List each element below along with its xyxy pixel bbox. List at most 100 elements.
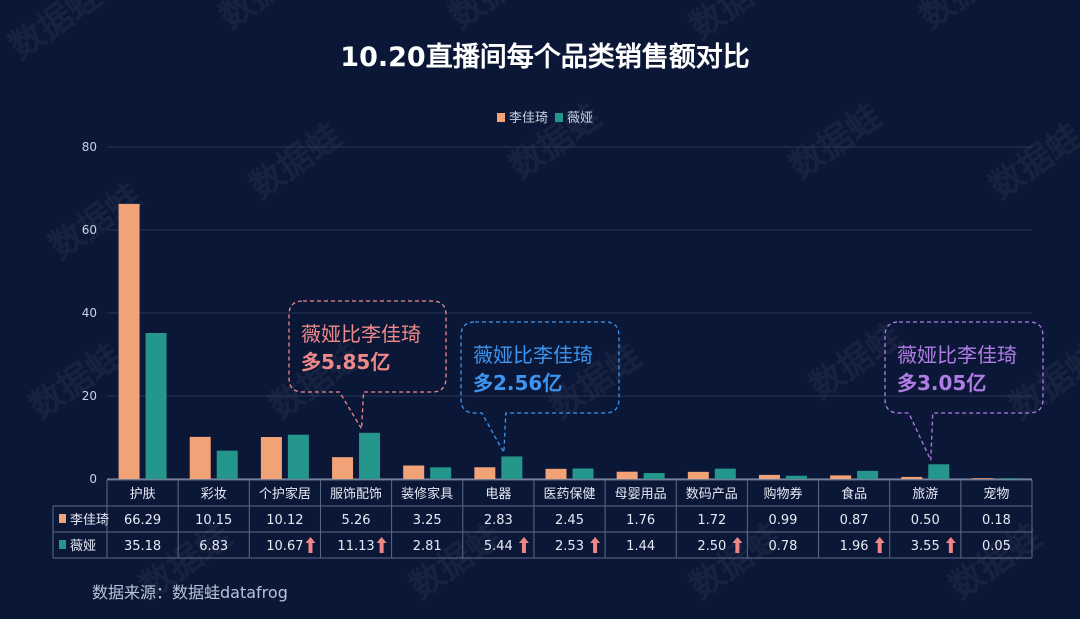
bar-weiya-11: [857, 470, 879, 479]
category-label-8: 母婴用品: [615, 487, 667, 502]
row-swatch-2: [59, 540, 66, 549]
y-tick-label: 20: [82, 389, 97, 403]
up-arrow-icon: [518, 537, 529, 553]
watermark-text: 数据蛙: [402, 516, 508, 607]
bar-lijiaqi-3: [260, 437, 282, 479]
bar-weiya-3: [287, 434, 309, 479]
bar-lijiaqi-11: [830, 475, 852, 479]
bar-lijiaqi-10: [758, 474, 780, 479]
up-arrow-icon: [945, 537, 956, 553]
bar-weiya-2: [216, 450, 238, 479]
category-label-13: 宠物: [983, 486, 1009, 502]
up-arrow-icon: [874, 537, 885, 553]
bar-weiya-4: [359, 432, 381, 479]
callout-box-1: [288, 300, 447, 431]
table-cell: 11.13: [337, 539, 374, 554]
data-table: 护肤 彩妆 个护家居 服饰配饰 装修家具 电器 医药保健 母婴用品 数码产品 购物券 食品 旅游 宠物李…: [52, 479, 1033, 559]
bar-weiya-12: [928, 464, 950, 479]
up-arrow-icon: [732, 537, 743, 553]
category-label-5: 装修家具: [401, 486, 453, 502]
watermark-text: 数据蛙: [502, 96, 608, 187]
legend-label-1: 李佳琦: [509, 111, 548, 126]
watermark-text: 数据蛙: [682, 0, 788, 47]
table-cell: 2.50: [697, 539, 726, 554]
table-cell: 1.96: [840, 539, 869, 554]
table-cell: 2.53: [555, 539, 584, 554]
callout-text-3: 薇娅比李佳琦: [897, 343, 1017, 367]
table-cell: 1.72: [697, 513, 726, 528]
row-label-1: 李佳琦: [70, 513, 109, 528]
bar-lijiaqi-8: [616, 471, 638, 479]
table-cell: 1.76: [626, 513, 655, 528]
bar-lijiaqi-1: [118, 203, 140, 480]
callout-text-2: 薇娅比李佳琦: [473, 343, 593, 367]
up-arrow-icon: [590, 537, 601, 553]
y-tick-label: 80: [82, 140, 97, 154]
watermark-text: 数据蛙: [912, 0, 1018, 37]
table-cell: 5.44: [484, 539, 513, 554]
category-label-2: 彩妆: [201, 487, 227, 502]
legend-swatch-1: [497, 113, 505, 122]
y-tick-label: 0: [89, 472, 97, 486]
category-label-11: 食品: [841, 486, 867, 502]
table-cell: 2.45: [555, 513, 584, 528]
table-cell: 2.83: [484, 513, 513, 528]
table-cell: 0.78: [768, 539, 797, 554]
category-label-10: 购物券: [763, 486, 802, 502]
callout-value-2: 多2.56亿: [473, 371, 562, 395]
bar-weiya-1: [145, 333, 167, 479]
bar-weiya-6: [501, 456, 523, 479]
table-cell: 10.15: [195, 513, 232, 528]
y-axis: 0 20 40 60 80: [82, 140, 1032, 486]
table-cell: 10.67: [266, 539, 303, 554]
watermark-text: 数据蛙: [212, 0, 318, 37]
table-cell: 6.83: [199, 539, 228, 554]
table-cell: 5.26: [342, 513, 371, 528]
source-note: 数据来源：数据蛙datafrog: [92, 583, 288, 602]
bar-lijiaqi-6: [474, 467, 496, 479]
watermark-text: 数据蛙: [782, 96, 888, 187]
legend-label-2: 薇娅: [567, 111, 593, 126]
category-label-3: 个护家居: [259, 486, 311, 502]
table-cell: 66.29: [124, 513, 161, 528]
legend: 李佳琦 薇娅: [497, 111, 593, 126]
table-cell: 1.44: [626, 539, 655, 554]
callout-box-2: [460, 321, 620, 455]
watermark-text: 数据蛙: [442, 0, 548, 37]
table-cell: 0.05: [982, 539, 1011, 554]
category-label-12: 旅游: [912, 487, 938, 502]
callout-box-3: [884, 321, 1044, 461]
watermark-text: 数据蛙: [22, 336, 128, 427]
table-cell: 3.25: [413, 513, 442, 528]
category-label-1: 护肤: [130, 487, 156, 502]
row-label-2: 薇娅: [70, 539, 96, 554]
table-cell: 0.99: [768, 513, 797, 528]
bar-lijiaqi-4: [332, 457, 354, 479]
bar-weiya-8: [643, 473, 665, 479]
callout-text-1: 薇娅比李佳琦: [301, 322, 421, 346]
row-swatch-1: [59, 514, 66, 523]
callout-value-3: 多3.05亿: [897, 371, 986, 395]
chart-title: 10.20直播间每个品类销售额对比: [340, 41, 749, 73]
bars-layer: [118, 203, 1021, 480]
category-label-6: 电器: [485, 487, 511, 502]
bar-lijiaqi-9: [687, 471, 709, 479]
category-label-4: 服饰配饰: [330, 487, 382, 502]
y-tick-label: 60: [82, 223, 97, 237]
category-label-9: 数码产品: [686, 487, 738, 502]
watermark-text: 数据蛙: [682, 516, 788, 607]
table-cell: 0.87: [840, 513, 869, 528]
callout-value-1: 多5.85亿: [301, 350, 390, 374]
table-cell: 35.18: [124, 539, 161, 554]
bar-weiya-10: [785, 475, 807, 479]
table-cell: 3.55: [911, 539, 940, 554]
bar-weiya-7: [572, 468, 594, 479]
watermark-text: 数据蛙: [802, 316, 908, 407]
bar-weiya-9: [714, 468, 736, 479]
y-tick-label: 40: [82, 306, 97, 320]
watermark-text: 数据蛙: [242, 116, 348, 207]
table-cell: 2.81: [413, 539, 442, 554]
table-cell: 0.50: [911, 513, 940, 528]
